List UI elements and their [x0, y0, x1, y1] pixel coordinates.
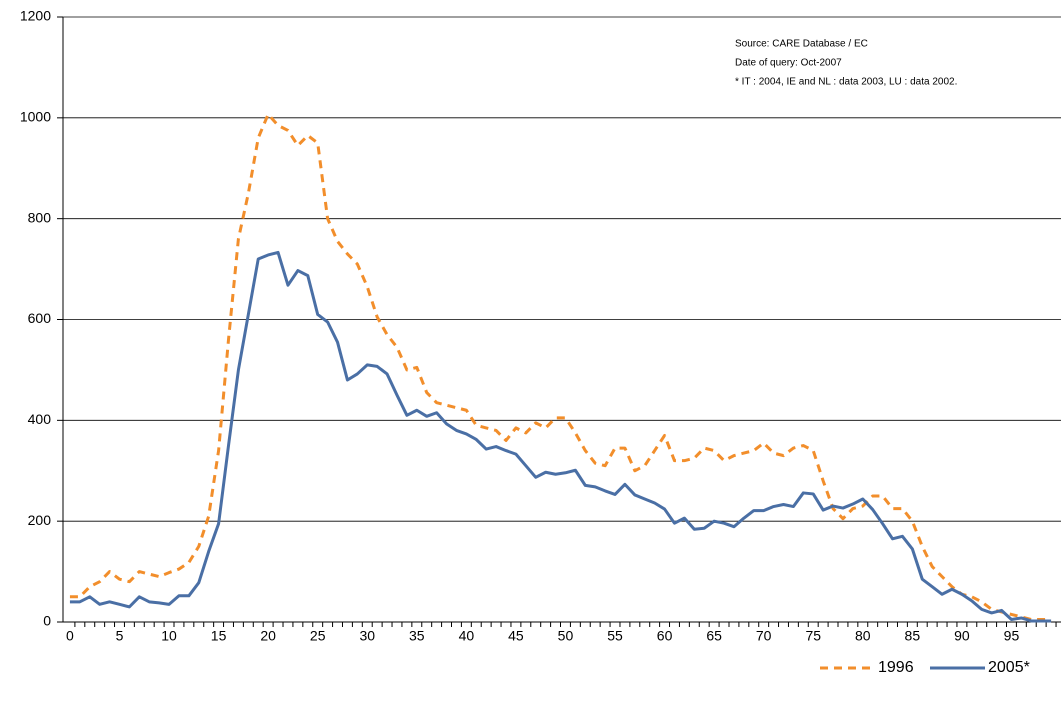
- y-tick-label: 0: [43, 613, 51, 629]
- x-tick-label: 10: [161, 628, 177, 644]
- x-tick-label: 60: [657, 628, 673, 644]
- x-tick-label: 30: [359, 628, 375, 644]
- annotation: Date of query: Oct-2007: [735, 58, 842, 69]
- x-tick-label: 55: [607, 628, 623, 644]
- x-tick-label: 95: [1004, 628, 1020, 644]
- x-tick-label: 45: [508, 628, 524, 644]
- x-tick-label: 35: [409, 628, 425, 644]
- x-tick-label: 40: [459, 628, 475, 644]
- y-tick-label: 400: [28, 411, 52, 427]
- x-tick-label: 5: [116, 628, 124, 644]
- y-tick-label: 600: [28, 310, 52, 326]
- x-tick-label: 80: [855, 628, 871, 644]
- x-tick-label: 0: [66, 628, 74, 644]
- y-tick-label: 1000: [20, 109, 51, 125]
- x-tick-label: 75: [805, 628, 821, 644]
- x-tick-label: 65: [706, 628, 722, 644]
- x-tick-label: 20: [260, 628, 276, 644]
- y-tick-label: 800: [28, 209, 52, 225]
- annotation: Source: CARE Database / EC: [735, 39, 868, 50]
- series-line: [69, 250, 1052, 623]
- x-tick-label: 15: [211, 628, 227, 644]
- annotation: * IT : 2004, IE and NL : data 2003, LU :…: [735, 77, 957, 88]
- x-tick-label: 50: [558, 628, 574, 644]
- legend-label: 2005*: [988, 659, 1030, 676]
- x-tick-label: 85: [905, 628, 921, 644]
- x-tick-label: 90: [954, 628, 970, 644]
- x-tick-label: 70: [756, 628, 772, 644]
- series-line: [69, 112, 1052, 621]
- y-tick-label: 1200: [20, 8, 51, 24]
- x-tick-label: 25: [310, 628, 326, 644]
- legend-label: 1996: [878, 659, 914, 676]
- y-tick-label: 200: [28, 512, 52, 528]
